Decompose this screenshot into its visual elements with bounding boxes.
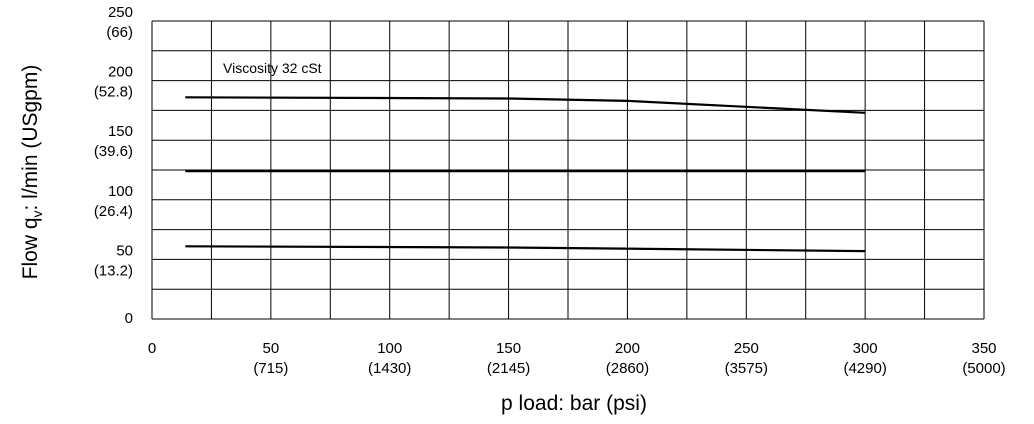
series-line-1	[185, 96, 866, 114]
y-tick-sublabel: (26.4)	[94, 203, 133, 220]
x-tick-label: 100	[377, 340, 402, 357]
y-axis-label-suffix: : l/min (USgpm)	[19, 65, 42, 211]
y-tick-sublabel: (66)	[106, 24, 133, 41]
series-line-3	[185, 245, 866, 253]
x-tick-sublabel: (2145)	[487, 360, 530, 377]
y-tick-label: 0	[125, 310, 133, 327]
y-tick-labels: 0 50 (13.2) 100 (26.4) 150 (39.6) 200 (52.8) 250 (…	[94, 4, 133, 327]
x-tick-sublabel: (5000)	[962, 360, 1005, 377]
series-lines	[185, 96, 866, 253]
y-tick-label: 250	[108, 4, 133, 21]
x-tick-sublabel: (2860)	[606, 360, 649, 377]
y-tick-label: 150	[108, 123, 133, 140]
y-axis-label: Flow qv: l/min (USgpm)	[19, 65, 45, 280]
x-tick-label: 0	[148, 340, 156, 357]
x-tick-label: 50	[263, 340, 280, 357]
x-tick-label: 300	[853, 340, 878, 357]
y-tick-sublabel: (52.8)	[94, 84, 133, 101]
x-tick-label: 200	[615, 340, 640, 357]
x-tick-sublabel: (1430)	[368, 360, 411, 377]
y-tick-sublabel: (13.2)	[94, 262, 133, 279]
y-tick-label: 50	[116, 242, 133, 259]
x-tick-label: 250	[734, 340, 759, 357]
x-axis-label: p load: bar (psi)	[501, 392, 647, 415]
x-tick-labels: 0 50 (715) 100 (1430) 150 (2145) 200 (2860) 250 (3…	[148, 340, 1006, 377]
x-tick-sublabel: (4290)	[843, 360, 886, 377]
x-tick-sublabel: (3575)	[725, 360, 768, 377]
viscosity-annotation: Viscosity 32 cSt	[223, 60, 322, 76]
y-tick-label: 200	[108, 64, 133, 81]
x-tick-sublabel: (715)	[253, 360, 288, 377]
grid	[151, 20, 985, 320]
y-tick-label: 100	[108, 183, 133, 200]
y-tick-sublabel: (39.6)	[94, 143, 133, 160]
x-tick-label: 150	[496, 340, 521, 357]
y-axis-label-prefix: Flow q	[19, 218, 42, 280]
y-axis-label-subscript: v	[29, 211, 45, 218]
x-tick-label: 350	[971, 340, 996, 357]
